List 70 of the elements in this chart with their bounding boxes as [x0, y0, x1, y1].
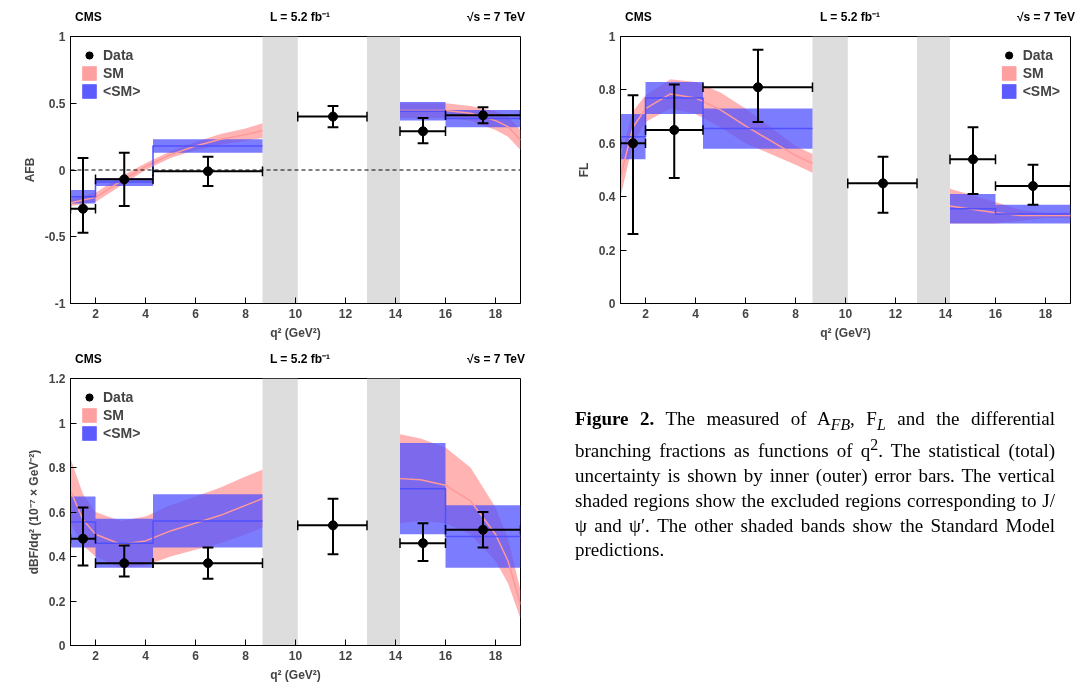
text: L = 5.2 fb⁻¹: [818, 9, 882, 26]
y-tick-label: 1.2: [48, 372, 66, 386]
y-tick-label: 0.4: [48, 550, 66, 564]
x-tick-label: 18: [1038, 306, 1053, 321]
x-tick-label: 6: [192, 648, 200, 663]
text: L = 5.2 fb⁻¹: [268, 9, 332, 26]
y-tick-label: 1: [58, 416, 66, 431]
y-tick-label: 0: [58, 639, 66, 653]
x-tick-label: 18: [488, 306, 503, 321]
text: CMS: [75, 9, 103, 26]
x-tick-label: 10: [288, 306, 303, 321]
y-tick-label: 0.6: [48, 505, 66, 520]
x-tick-label: 2: [92, 306, 100, 321]
x-tick-label: 6: [742, 306, 750, 321]
x-tick-label: 10: [838, 306, 853, 321]
y-tick-label: 1: [58, 30, 66, 44]
x-axis-title: q² (GeV²): [270, 667, 321, 682]
legend-label: Data: [103, 389, 134, 405]
x-tick-label: 16: [988, 306, 1003, 321]
y-tick-label: 1: [608, 30, 616, 44]
y-tick-label: 0.4: [598, 190, 616, 205]
text: L = 5.2 fb⁻¹: [268, 351, 332, 368]
x-axis-title: q² (GeV²): [270, 325, 321, 340]
legend-label: <SM>: [1022, 83, 1060, 99]
y-axis-title: AFB: [22, 157, 37, 183]
x-tick-label: 12: [888, 306, 903, 321]
y-axis-title: FL: [576, 162, 591, 178]
x-tick-label: 16: [438, 648, 453, 663]
legend-label: Data: [103, 47, 134, 63]
x-tick-label: 4: [142, 648, 150, 663]
x-tick-label: 10: [288, 648, 303, 663]
y-tick-label: 0.6: [598, 136, 616, 151]
x-tick-label: 2: [642, 306, 650, 321]
legend-label: Data: [1022, 47, 1053, 63]
y-tick-label: 0.2: [598, 243, 616, 258]
x-tick-label: 8: [242, 306, 250, 321]
y-axis-title: dBF/dq² (10⁻⁷ × GeV⁻²): [26, 449, 41, 575]
y-tick-label: 0: [58, 163, 66, 178]
x-tick-label: 8: [792, 306, 800, 321]
x-tick-label: 18: [488, 648, 503, 663]
x-tick-label: 16: [438, 306, 453, 321]
x-tick-label: 12: [338, 648, 353, 663]
legend-label: <SM>: [103, 425, 141, 441]
x-tick-label: 14: [388, 648, 403, 663]
y-tick-label: 0.8: [48, 461, 66, 475]
text: √s = 7 TeV: [1015, 9, 1075, 26]
text: CMS: [625, 9, 653, 26]
x-tick-label: 12: [338, 306, 353, 321]
text: √s = 7 TeV: [465, 351, 525, 368]
text: Figure 2. The measured of A$_{FB}$, F$_{L}$ and the differential branching fractions as functions of q$^{2}$. The statistical (total) uncertainty is shown by inner (outer) error bars. The vertical shaded regions show the excluded regions corresponding to J/ψ and ψ′. The other shaded bands show the Standard Model predictions.: [575, 408, 1055, 561]
text: √s = 7 TeV: [465, 9, 525, 26]
text: CMS: [75, 351, 103, 368]
y-tick-label: 0.5: [48, 96, 66, 111]
y-tick-label: 0: [608, 297, 616, 311]
legend-label: SM: [103, 65, 124, 81]
legend-label: <SM>: [103, 83, 141, 99]
x-tick-label: 14: [388, 306, 403, 321]
y-tick-label: 0.8: [598, 83, 616, 98]
y-tick-label: 0.2: [48, 594, 66, 609]
x-tick-label: 4: [142, 306, 150, 321]
x-tick-label: 4: [692, 306, 700, 321]
y-tick-label: -0.5: [44, 230, 66, 245]
y-tick-label: -1: [54, 297, 66, 311]
x-tick-label: 2: [92, 648, 100, 663]
legend-label: SM: [1022, 65, 1044, 81]
legend-label: SM: [103, 407, 124, 423]
x-tick-label: 6: [192, 306, 200, 321]
x-axis-title: q² (GeV²): [820, 325, 871, 340]
x-tick-label: 14: [938, 306, 953, 321]
x-tick-label: 8: [242, 648, 250, 663]
